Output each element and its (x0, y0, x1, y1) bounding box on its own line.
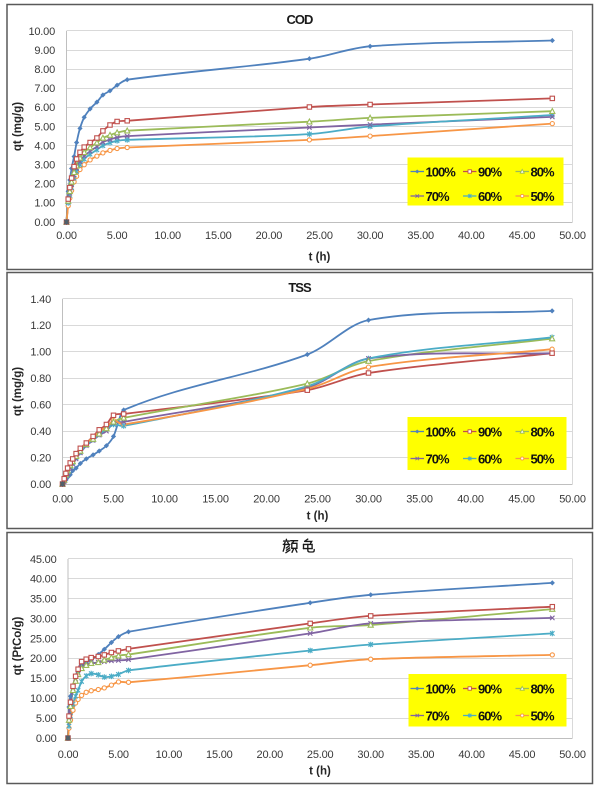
svg-text:40.00: 40.00 (458, 749, 485, 761)
svg-text:100%: 100% (426, 424, 457, 439)
svg-text:1.00: 1.00 (30, 347, 51, 359)
svg-text:10.00: 10.00 (154, 230, 181, 242)
svg-text:25.00: 25.00 (30, 633, 57, 645)
svg-text:20.00: 20.00 (257, 749, 284, 761)
svg-text:t (h): t (h) (309, 766, 331, 778)
svg-text:1.40: 1.40 (30, 294, 51, 306)
svg-text:5.00: 5.00 (34, 121, 55, 133)
svg-text:80%: 80% (531, 681, 555, 696)
svg-text:45.00: 45.00 (508, 494, 535, 506)
svg-text:10.00: 10.00 (156, 749, 183, 761)
svg-text:5.00: 5.00 (107, 230, 128, 242)
svg-text:COD: COD (287, 12, 314, 27)
svg-text:5.00: 5.00 (103, 494, 124, 506)
svg-text:10.00: 10.00 (28, 26, 55, 38)
svg-text:45.00: 45.00 (30, 554, 57, 566)
svg-text:50.00: 50.00 (559, 494, 586, 506)
svg-text:20.00: 20.00 (253, 494, 280, 506)
svg-text:4.00: 4.00 (34, 140, 55, 152)
svg-text:6.00: 6.00 (34, 102, 55, 114)
svg-text:60%: 60% (478, 451, 502, 466)
svg-text:40.00: 40.00 (458, 230, 485, 242)
svg-text:45.00: 45.00 (509, 230, 536, 242)
svg-text:10.00: 10.00 (30, 693, 57, 705)
svg-text:30.00: 30.00 (357, 749, 384, 761)
svg-text:90%: 90% (478, 681, 502, 696)
svg-text:0.00: 0.00 (36, 733, 57, 745)
svg-text:0.00: 0.00 (52, 494, 73, 506)
svg-text:50%: 50% (531, 189, 555, 204)
svg-text:25.00: 25.00 (306, 230, 333, 242)
svg-text:60%: 60% (478, 189, 502, 204)
svg-text:0.00: 0.00 (34, 217, 55, 229)
svg-text:90%: 90% (478, 164, 502, 179)
svg-text:0.60: 0.60 (30, 400, 51, 412)
svg-text:100%: 100% (426, 164, 457, 179)
svg-text:40.00: 40.00 (30, 574, 57, 586)
svg-text:50%: 50% (531, 708, 555, 723)
svg-text:qt (PtCo/g): qt (PtCo/g) (12, 616, 24, 675)
svg-text:0.00: 0.00 (30, 479, 51, 491)
svg-text:5.00: 5.00 (36, 713, 57, 725)
svg-text:80%: 80% (531, 424, 555, 439)
svg-text:70%: 70% (426, 708, 450, 723)
svg-text:3.00: 3.00 (34, 160, 55, 172)
svg-text:70%: 70% (426, 451, 450, 466)
svg-text:80%: 80% (531, 164, 555, 179)
svg-text:60%: 60% (478, 708, 502, 723)
svg-text:t (h): t (h) (307, 511, 329, 523)
svg-text:20.00: 20.00 (30, 653, 57, 665)
svg-text:100%: 100% (426, 681, 457, 696)
svg-text:35.00: 35.00 (407, 230, 434, 242)
svg-text:t (h): t (h) (309, 252, 331, 264)
svg-text:0.00: 0.00 (56, 230, 77, 242)
svg-text:0.80: 0.80 (30, 373, 51, 385)
svg-text:50.00: 50.00 (559, 749, 586, 761)
svg-text:0.20: 0.20 (30, 452, 51, 464)
svg-text:15.00: 15.00 (202, 494, 229, 506)
svg-text:15.00: 15.00 (30, 673, 57, 685)
svg-text:TSS: TSS (288, 280, 312, 295)
svg-text:0.40: 0.40 (30, 426, 51, 438)
svg-text:1.00: 1.00 (34, 198, 55, 210)
svg-text:7.00: 7.00 (34, 83, 55, 95)
svg-text:5.00: 5.00 (108, 749, 129, 761)
svg-text:8.00: 8.00 (34, 64, 55, 76)
svg-text:0.00: 0.00 (58, 749, 79, 761)
svg-text:9.00: 9.00 (34, 45, 55, 57)
svg-text:70%: 70% (426, 189, 450, 204)
svg-text:qt (mg/g): qt (mg/g) (12, 102, 24, 151)
svg-text:20.00: 20.00 (256, 230, 283, 242)
svg-text:25.00: 25.00 (304, 494, 331, 506)
svg-text:50%: 50% (531, 451, 555, 466)
svg-text:30.00: 30.00 (30, 614, 57, 626)
svg-text:qt (mg/g): qt (mg/g) (12, 367, 24, 416)
svg-text:30.00: 30.00 (357, 230, 384, 242)
svg-text:30.00: 30.00 (355, 494, 382, 506)
svg-text:25.00: 25.00 (307, 749, 334, 761)
svg-text:1.20: 1.20 (30, 320, 51, 332)
svg-text:35.00: 35.00 (406, 494, 433, 506)
svg-text:35.00: 35.00 (408, 749, 435, 761)
svg-text:2.00: 2.00 (34, 179, 55, 191)
svg-text:35.00: 35.00 (30, 594, 57, 606)
svg-text:50.00: 50.00 (559, 230, 586, 242)
svg-text:10.00: 10.00 (151, 494, 178, 506)
svg-text:90%: 90% (478, 424, 502, 439)
svg-text:15.00: 15.00 (205, 230, 232, 242)
svg-text:45.00: 45.00 (509, 749, 536, 761)
svg-text:15.00: 15.00 (206, 749, 233, 761)
svg-text:40.00: 40.00 (457, 494, 484, 506)
